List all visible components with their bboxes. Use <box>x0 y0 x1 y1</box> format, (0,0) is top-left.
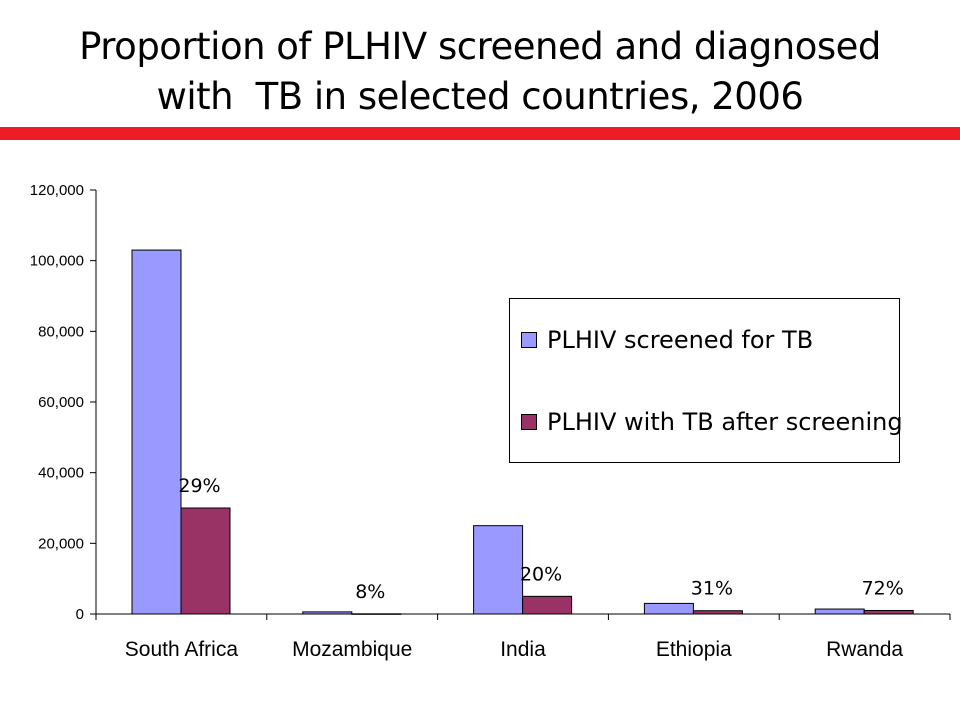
legend-swatch-diagnosed <box>521 414 537 430</box>
title-line-2: with TB in selected countries, 2006 <box>156 75 804 118</box>
slide-title: Proportion of PLHIV screened and diagnos… <box>0 22 960 122</box>
legend-swatch-screened <box>521 332 537 348</box>
x-category-label: Ethiopia <box>656 638 732 661</box>
chart-bars <box>131 249 914 615</box>
bar-screened <box>473 525 524 615</box>
bar-diagnosed <box>863 609 914 615</box>
y-tick-label: 80,000 <box>38 323 84 340</box>
bar-screened <box>302 611 353 615</box>
y-tick-label: 60,000 <box>38 394 84 411</box>
percent-annotation: 29% <box>178 475 220 497</box>
y-tick-label: 0 <box>76 606 84 623</box>
x-category-label: South Africa <box>125 638 239 661</box>
title-rule <box>0 127 960 140</box>
percent-annotation: 72% <box>862 577 904 599</box>
x-category-label: Mozambique <box>292 638 412 661</box>
x-category-label: India <box>500 638 546 661</box>
y-tick-label: 20,000 <box>38 535 84 552</box>
legend-label-diagnosed: PLHIV with TB after screening <box>547 408 903 436</box>
legend-item-diagnosed: PLHIV with TB after screening <box>521 408 903 436</box>
y-tick-label: 40,000 <box>38 465 84 482</box>
bar-diagnosed <box>351 613 402 615</box>
bar-screened <box>131 249 182 615</box>
y-tick-label: 120,000 <box>30 182 84 199</box>
percent-annotation: 31% <box>691 578 733 600</box>
chart-labels: 0 20,000 40,000 60,000 80,000 100,000 120,000 S… <box>30 182 904 661</box>
bar-diagnosed <box>692 610 743 615</box>
legend-item-screened: PLHIV screened for TB <box>521 326 813 354</box>
x-category-label: Rwanda <box>826 638 903 661</box>
title-line-1: Proportion of PLHIV screened and diagnos… <box>79 25 881 68</box>
bar-screened <box>814 608 865 615</box>
chart-legend: PLHIV screened for TB PLHIV with TB afte… <box>509 298 903 463</box>
percent-annotation: 20% <box>520 563 562 585</box>
bar-diagnosed <box>522 595 573 615</box>
y-tick-label: 100,000 <box>30 253 84 270</box>
percent-annotation: 8% <box>355 581 385 603</box>
legend-label-screened: PLHIV screened for TB <box>547 326 814 354</box>
bar-screened <box>643 602 694 615</box>
bar-diagnosed <box>180 507 231 615</box>
